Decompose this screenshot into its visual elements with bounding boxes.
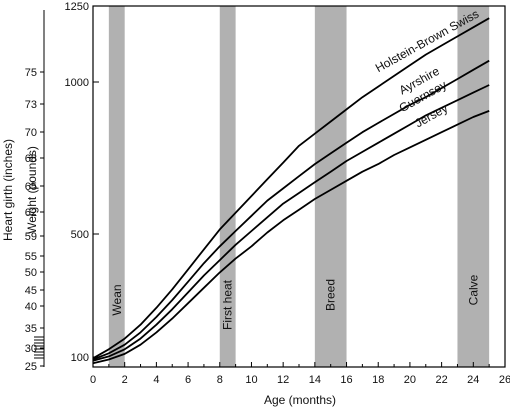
girth-tick-label: 62 xyxy=(25,207,37,219)
weight-axis-ticks: 100 500 1000 1250 xyxy=(65,1,99,364)
series-line-holstein-brown-swiss xyxy=(92,17,490,360)
girth-tick-label: 40 xyxy=(25,301,37,313)
x-tick-label: 22 xyxy=(435,374,447,386)
phase-bands xyxy=(108,6,490,367)
x-tick-label: 14 xyxy=(309,374,321,386)
x-tick-label: 0 xyxy=(90,374,96,386)
girth-tick-label: 35 xyxy=(25,323,37,335)
girth-tick-label: 25 xyxy=(25,361,37,373)
girth-tick-label: 75 xyxy=(25,67,37,79)
band-first-heat xyxy=(219,6,236,367)
girth-tick-label: 55 xyxy=(25,251,37,263)
x-tick-label: 6 xyxy=(185,374,191,386)
x-tick-label: 20 xyxy=(404,374,416,386)
x-axis-title: Age (months) xyxy=(264,393,336,407)
x-tick-label: 26 xyxy=(499,374,510,386)
x-tick-label: 16 xyxy=(340,374,352,386)
girth-tick-label: 59 xyxy=(25,231,37,243)
band-label: Breed xyxy=(324,279,338,311)
x-tick-label: 2 xyxy=(122,374,128,386)
band-label: Wean xyxy=(110,284,124,315)
weight-tick-label: 100 xyxy=(71,352,89,364)
girth-axis-title: Heart girth (inches) xyxy=(1,139,15,241)
series-line-jersey xyxy=(92,110,490,365)
girth-tick-label: 45 xyxy=(25,285,37,297)
girth-tick-label: 30 xyxy=(25,343,37,355)
x-tick-label: 4 xyxy=(153,374,159,386)
girth-tick-label: 65 xyxy=(25,181,37,193)
x-tick-label: 12 xyxy=(277,374,289,386)
x-tick-label: 24 xyxy=(467,374,479,386)
weight-axis-title: Weight (pounds) xyxy=(25,146,39,234)
phase-band-labels: Wean First heat Breed Calve xyxy=(110,274,481,330)
x-tick-label: 10 xyxy=(245,374,257,386)
band-wean xyxy=(108,6,125,367)
plot-frame xyxy=(92,5,506,368)
x-tick-label: 18 xyxy=(372,374,384,386)
girth-axis-minor-ticks xyxy=(34,336,44,359)
series-lines xyxy=(92,17,490,365)
girth-tick-label: 70 xyxy=(25,127,37,139)
band-label: Calve xyxy=(466,274,480,305)
x-tick-label: 8 xyxy=(217,374,223,386)
series-line-guernsey xyxy=(92,84,490,362)
band-breed xyxy=(314,6,347,367)
girth-tick-label: 50 xyxy=(25,267,37,279)
weight-tick-label: 500 xyxy=(71,229,89,241)
girth-axis-ticks: 25 30 35 40 45 50 55 59 62 65 68 70 73 75 xyxy=(25,67,44,373)
band-label: First heat xyxy=(221,279,235,330)
series-line-ayrshire xyxy=(92,59,490,361)
weight-tick-label: 1250 xyxy=(65,1,89,13)
x-axis-ticks: 0 2 4 6 8 10 12 14 16 18 20 22 24 26 xyxy=(90,362,510,386)
girth-tick-label: 73 xyxy=(25,99,37,111)
band-calve xyxy=(457,6,490,367)
girth-tick-label: 68 xyxy=(25,153,37,165)
weight-tick-label: 1000 xyxy=(65,77,89,89)
